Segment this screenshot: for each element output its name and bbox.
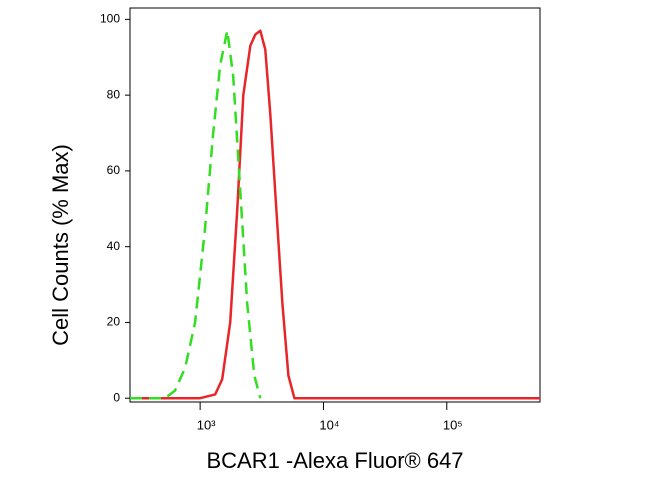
y-axis-label: Cell Counts (% Max) <box>48 144 73 346</box>
plot-frame <box>129 7 541 403</box>
y-tick-label: 80 <box>107 87 121 101</box>
x-tick-label: 10⁵ <box>443 417 463 432</box>
histogram-line <box>130 29 262 400</box>
y-tick-label: 100 <box>100 12 120 26</box>
y-tick-label: 60 <box>107 163 121 177</box>
y-tick-label: 20 <box>107 315 121 329</box>
y-tick-label: 40 <box>107 239 121 253</box>
x-tick-label: 10³ <box>197 417 216 432</box>
histogram-line <box>135 29 540 400</box>
x-tick-label: 10⁴ <box>319 417 339 432</box>
y-tick-label: 0 <box>113 390 120 404</box>
x-axis-label: BCAR1 -Alexa Fluor® 647 <box>206 448 463 473</box>
